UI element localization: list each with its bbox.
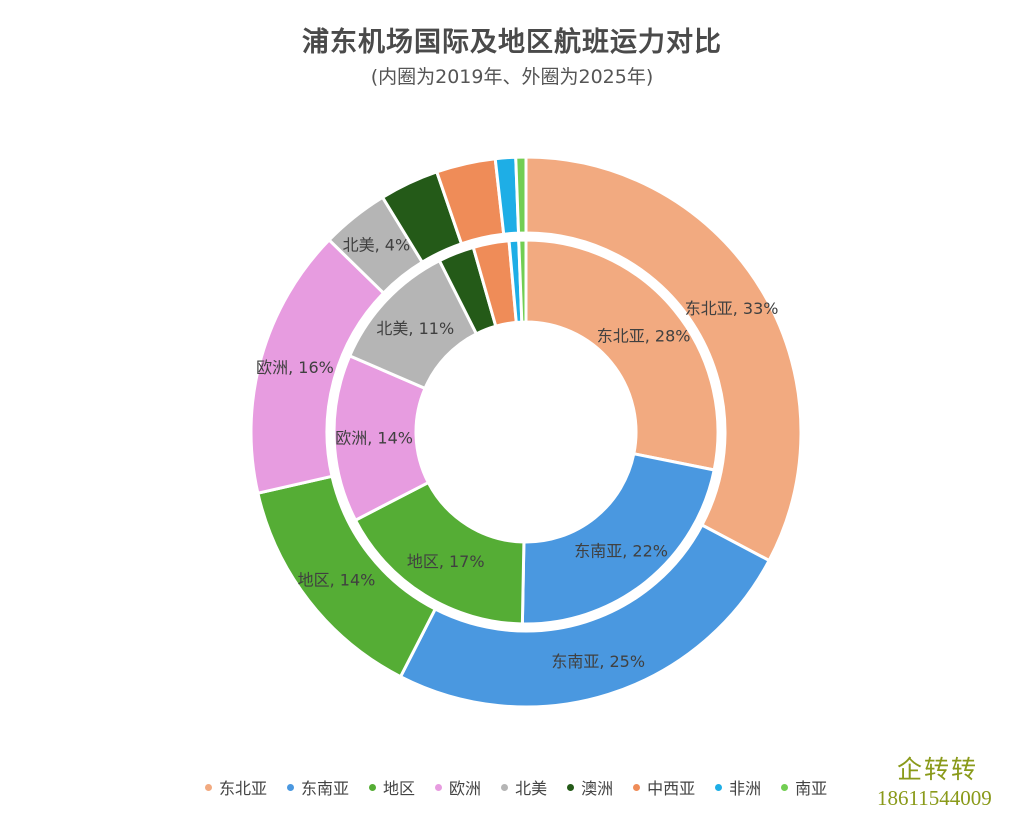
legend-item[interactable]: 地区 xyxy=(369,775,415,799)
legend-label: 北美 xyxy=(515,779,548,798)
legend-swatch xyxy=(501,783,509,791)
outer-slice-label-4: 欧洲, 16% xyxy=(256,358,334,377)
outer-slice-label-5: 北美, 4% xyxy=(343,235,411,254)
legend-item[interactable]: 南亚 xyxy=(781,775,827,799)
inner-slice-9 xyxy=(517,238,528,324)
legend-swatch xyxy=(715,783,723,791)
inner-slice-label-1: 东北亚, 28% xyxy=(597,327,691,346)
legend-label: 东北亚 xyxy=(219,779,268,798)
legend-label: 东南亚 xyxy=(301,779,350,798)
legend-label: 澳洲 xyxy=(581,779,614,798)
legend-swatch xyxy=(369,783,377,791)
legend-swatch xyxy=(633,783,641,791)
outer-slice-2 xyxy=(398,522,772,709)
watermark-name: 企转转 xyxy=(897,755,979,784)
outer-slice-label-3: 地区, 14% xyxy=(298,570,376,589)
legend-label: 南亚 xyxy=(795,779,828,798)
chart-legend: 东北亚 东南亚 地区 欧洲 北美 澳洲 中西亚 非洲 南亚 xyxy=(205,775,847,799)
inner-slice-label-5: 北美, 11% xyxy=(376,319,454,338)
legend-item[interactable]: 北美 xyxy=(501,775,547,799)
legend-swatch xyxy=(287,783,295,791)
chart-subtitle: (内圈为2019年、外圈为2025年) xyxy=(370,66,654,88)
outer-slice-label-1: 东北亚, 33% xyxy=(685,299,779,318)
legend-swatch xyxy=(781,783,789,791)
legend-item[interactable]: 东南亚 xyxy=(287,775,349,799)
legend-label: 欧洲 xyxy=(449,779,482,798)
inner-slice-label-3: 地区, 17% xyxy=(407,552,485,571)
inner-slice-label-2: 东南亚, 22% xyxy=(574,542,668,561)
legend-item[interactable]: 欧洲 xyxy=(435,775,481,799)
legend-label: 非洲 xyxy=(729,779,762,798)
legend-swatch xyxy=(567,783,575,791)
legend-item[interactable]: 非洲 xyxy=(715,775,761,799)
chart-title: 浦东机场国际及地区航班运力对比 xyxy=(302,27,722,58)
legend-item[interactable]: 澳洲 xyxy=(567,775,613,799)
legend-swatch xyxy=(435,783,443,791)
legend-item[interactable]: 中西亚 xyxy=(633,775,695,799)
outer-slice-1 xyxy=(524,155,803,563)
legend-swatch xyxy=(205,783,212,791)
legend-label: 中西亚 xyxy=(647,779,696,798)
outer-slice-label-2: 东南亚, 25% xyxy=(551,652,645,671)
inner-slice-label-4: 欧洲, 14% xyxy=(335,428,413,447)
inner-slice-2 xyxy=(520,451,716,626)
watermark-phone: 18611544009 xyxy=(877,786,992,810)
outer-slice-9 xyxy=(514,155,528,235)
legend-label: 地区 xyxy=(383,779,416,798)
inner-slice-1 xyxy=(524,238,720,472)
legend-item[interactable]: 东北亚 xyxy=(205,775,267,799)
